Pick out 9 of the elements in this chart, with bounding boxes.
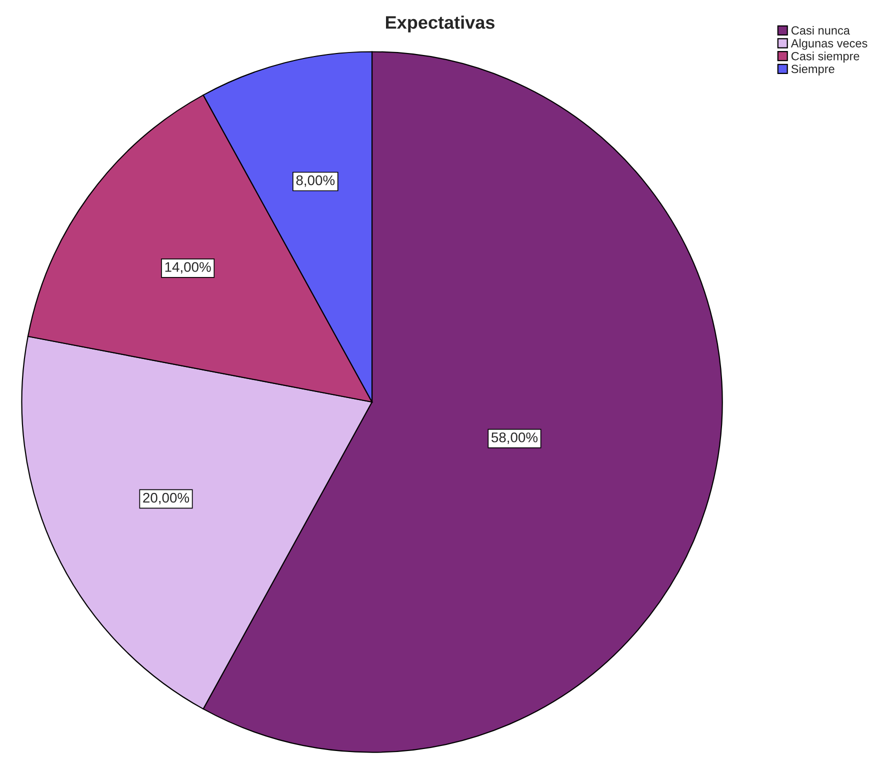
legend-label: Casi siempre [791, 52, 860, 63]
data-label: 14,00% [165, 262, 211, 274]
chart-title: Expectativas [386, 16, 494, 32]
data-label: 8,00% [296, 175, 335, 187]
data-label: 58,00% [491, 432, 538, 444]
legend-label: Algunas veces [790, 38, 868, 50]
legend-label: Casi nunca [791, 26, 850, 35]
data-label: 20,00% [143, 492, 190, 504]
legend-label: Siempre [791, 64, 834, 76]
